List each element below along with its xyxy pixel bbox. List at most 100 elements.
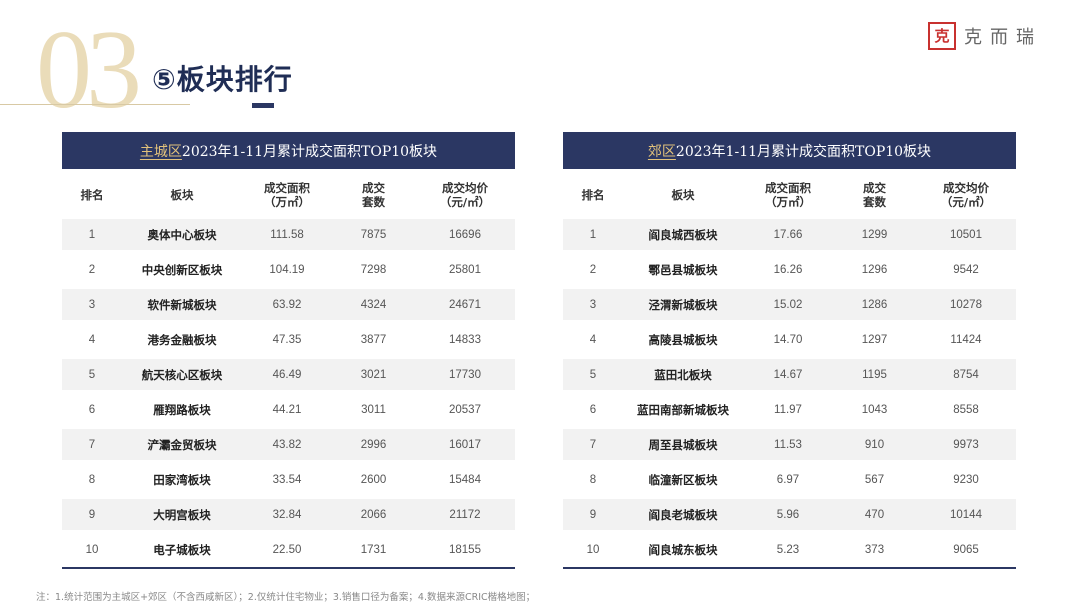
suburb-ranking-panel: 郊区 2023年1-11月累计成交面积TOP10板块 排名 板块 成交面积 （万㎡）… — [563, 132, 1016, 569]
table-row: 7 浐灞金贸板块 43.82 2996 16017 — [62, 429, 515, 460]
table-row: 4 高陵县城板块 14.70 1297 11424 — [563, 324, 1016, 355]
cell-units: 1731 — [332, 534, 415, 565]
cell-area: 11.97 — [743, 394, 833, 425]
cell-rank: 8 — [62, 464, 122, 495]
cell-rank: 3 — [563, 289, 623, 320]
cell-units: 1297 — [833, 324, 916, 355]
table-row: 1 奥体中心板块 111.58 7875 16696 — [62, 219, 515, 250]
cell-block-name: 蓝田北板块 — [623, 359, 743, 390]
table-row: 3 软件新城板块 63.92 4324 24671 — [62, 289, 515, 320]
cell-area: 104.19 — [242, 254, 332, 285]
page-title: ⑤板块排行 — [152, 63, 293, 96]
cell-area: 15.02 — [743, 289, 833, 320]
cell-area: 33.54 — [242, 464, 332, 495]
cell-block-name: 临潼新区板块 — [623, 464, 743, 495]
cell-area: 14.70 — [743, 324, 833, 355]
section-number: 03 — [36, 8, 142, 132]
col-header-price: 成交均价 （元/㎡） — [940, 181, 992, 209]
cell-price: 16017 — [415, 429, 515, 460]
cell-block-name: 大明宫板块 — [122, 499, 242, 530]
title-underline-bar — [252, 103, 274, 108]
cell-units: 3011 — [332, 394, 415, 425]
col-header-price: 成交均价 （元/㎡） — [439, 181, 491, 209]
suburb-ranking-table: 排名 板块 成交面积 （万㎡） 成交 套数 成交均价 （元/㎡） 1 阎良城西板块 17.… — [563, 171, 1016, 569]
urban-ranking-table: 排名 板块 成交面积 （万㎡） 成交 套数 成交均价 （元/㎡） 1 奥体中心板块 111… — [62, 171, 515, 569]
suburb-title-accent: 郊区 — [647, 143, 676, 160]
cell-units: 1043 — [833, 394, 916, 425]
cell-units: 1296 — [833, 254, 916, 285]
urban-ranking-panel: 主城区 2023年1-11月累计成交面积TOP10板块 排名 板块 成交面积 （万㎡… — [62, 132, 515, 569]
cell-price: 11424 — [916, 324, 1016, 355]
cell-area: 17.66 — [743, 219, 833, 250]
cell-price: 9230 — [916, 464, 1016, 495]
col-header-units: 成交 套数 — [362, 181, 385, 209]
cell-units: 910 — [833, 429, 916, 460]
col-header-rank: 排名 — [80, 188, 104, 202]
cell-rank: 4 — [62, 324, 122, 355]
col-header-units: 成交 套数 — [863, 181, 886, 209]
cell-price: 9065 — [916, 534, 1016, 565]
logo-text: 克而瑞 — [964, 27, 1042, 48]
cell-rank: 9 — [563, 499, 623, 530]
col-header-rank: 排名 — [581, 188, 605, 202]
cell-rank: 1 — [62, 219, 122, 250]
table-bottom-rule — [62, 567, 515, 569]
table-row: 5 蓝田北板块 14.67 1195 8754 — [563, 359, 1016, 390]
table-header-row: 排名 板块 成交面积 （万㎡） 成交 套数 成交均价 （元/㎡） — [563, 175, 1016, 215]
cell-rank: 7 — [563, 429, 623, 460]
cell-price: 17730 — [415, 359, 515, 390]
cell-rank: 8 — [563, 464, 623, 495]
cell-area: 32.84 — [242, 499, 332, 530]
cell-rank: 1 — [563, 219, 623, 250]
cell-area: 11.53 — [743, 429, 833, 460]
cell-rank: 5 — [62, 359, 122, 390]
cell-area: 5.96 — [743, 499, 833, 530]
cell-block-name: 鄠邑县城板块 — [623, 254, 743, 285]
cell-rank: 5 — [563, 359, 623, 390]
cell-price: 10501 — [916, 219, 1016, 250]
table-row: 4 港务金融板块 47.35 3877 14833 — [62, 324, 515, 355]
urban-table-title: 主城区 2023年1-11月累计成交面积TOP10板块 — [62, 132, 515, 169]
cell-block-name: 田家湾板块 — [122, 464, 242, 495]
table-row: 6 雁翔路板块 44.21 3011 20537 — [62, 394, 515, 425]
cell-price: 9973 — [916, 429, 1016, 460]
cell-area: 5.23 — [743, 534, 833, 565]
cell-price: 21172 — [415, 499, 515, 530]
cell-block-name: 中央创新区板块 — [122, 254, 242, 285]
cell-price: 10278 — [916, 289, 1016, 320]
suburb-title-text: 2023年1-11月累计成交面积TOP10板块 — [675, 143, 932, 160]
table-row: 7 周至县城板块 11.53 910 9973 — [563, 429, 1016, 460]
col-header-block: 板块 — [170, 188, 194, 202]
cell-block-name: 阎良老城板块 — [623, 499, 743, 530]
cell-price: 20537 — [415, 394, 515, 425]
urban-title-accent: 主城区 — [139, 143, 182, 160]
cell-units: 4324 — [332, 289, 415, 320]
cell-area: 63.92 — [242, 289, 332, 320]
cell-area: 16.26 — [743, 254, 833, 285]
table-row: 1 阎良城西板块 17.66 1299 10501 — [563, 219, 1016, 250]
cell-rank: 10 — [563, 534, 623, 565]
col-header-area: 成交面积 （万㎡） — [765, 181, 811, 209]
footnote: 注：1.统计范围为主城区+郊区（不含西咸新区）；2.仅统计住宅物业；3.销售口径… — [36, 592, 536, 603]
table-row: 3 泾渭新城板块 15.02 1286 10278 — [563, 289, 1016, 320]
table-row: 10 阎良城东板块 5.23 373 9065 — [563, 534, 1016, 565]
table-bottom-rule — [563, 567, 1016, 569]
cell-price: 14833 — [415, 324, 515, 355]
cell-price: 10144 — [916, 499, 1016, 530]
cell-units: 567 — [833, 464, 916, 495]
cell-units: 3021 — [332, 359, 415, 390]
cell-area: 111.58 — [242, 219, 332, 250]
cell-block-name: 奥体中心板块 — [122, 219, 242, 250]
table-row: 10 电子城板块 22.50 1731 18155 — [62, 534, 515, 565]
table-row: 2 中央创新区板块 104.19 7298 25801 — [62, 254, 515, 285]
urban-title-text: 2023年1-11月累计成交面积TOP10板块 — [181, 143, 438, 160]
cell-units: 2600 — [332, 464, 415, 495]
table-header-row: 排名 板块 成交面积 （万㎡） 成交 套数 成交均价 （元/㎡） — [62, 175, 515, 215]
company-logo: 克 克而瑞 — [928, 22, 1042, 50]
cell-rank: 4 — [563, 324, 623, 355]
cell-block-name: 雁翔路板块 — [122, 394, 242, 425]
cell-block-name: 周至县城板块 — [623, 429, 743, 460]
cell-area: 22.50 — [242, 534, 332, 565]
cell-rank: 6 — [62, 394, 122, 425]
cell-block-name: 浐灞金贸板块 — [122, 429, 242, 460]
